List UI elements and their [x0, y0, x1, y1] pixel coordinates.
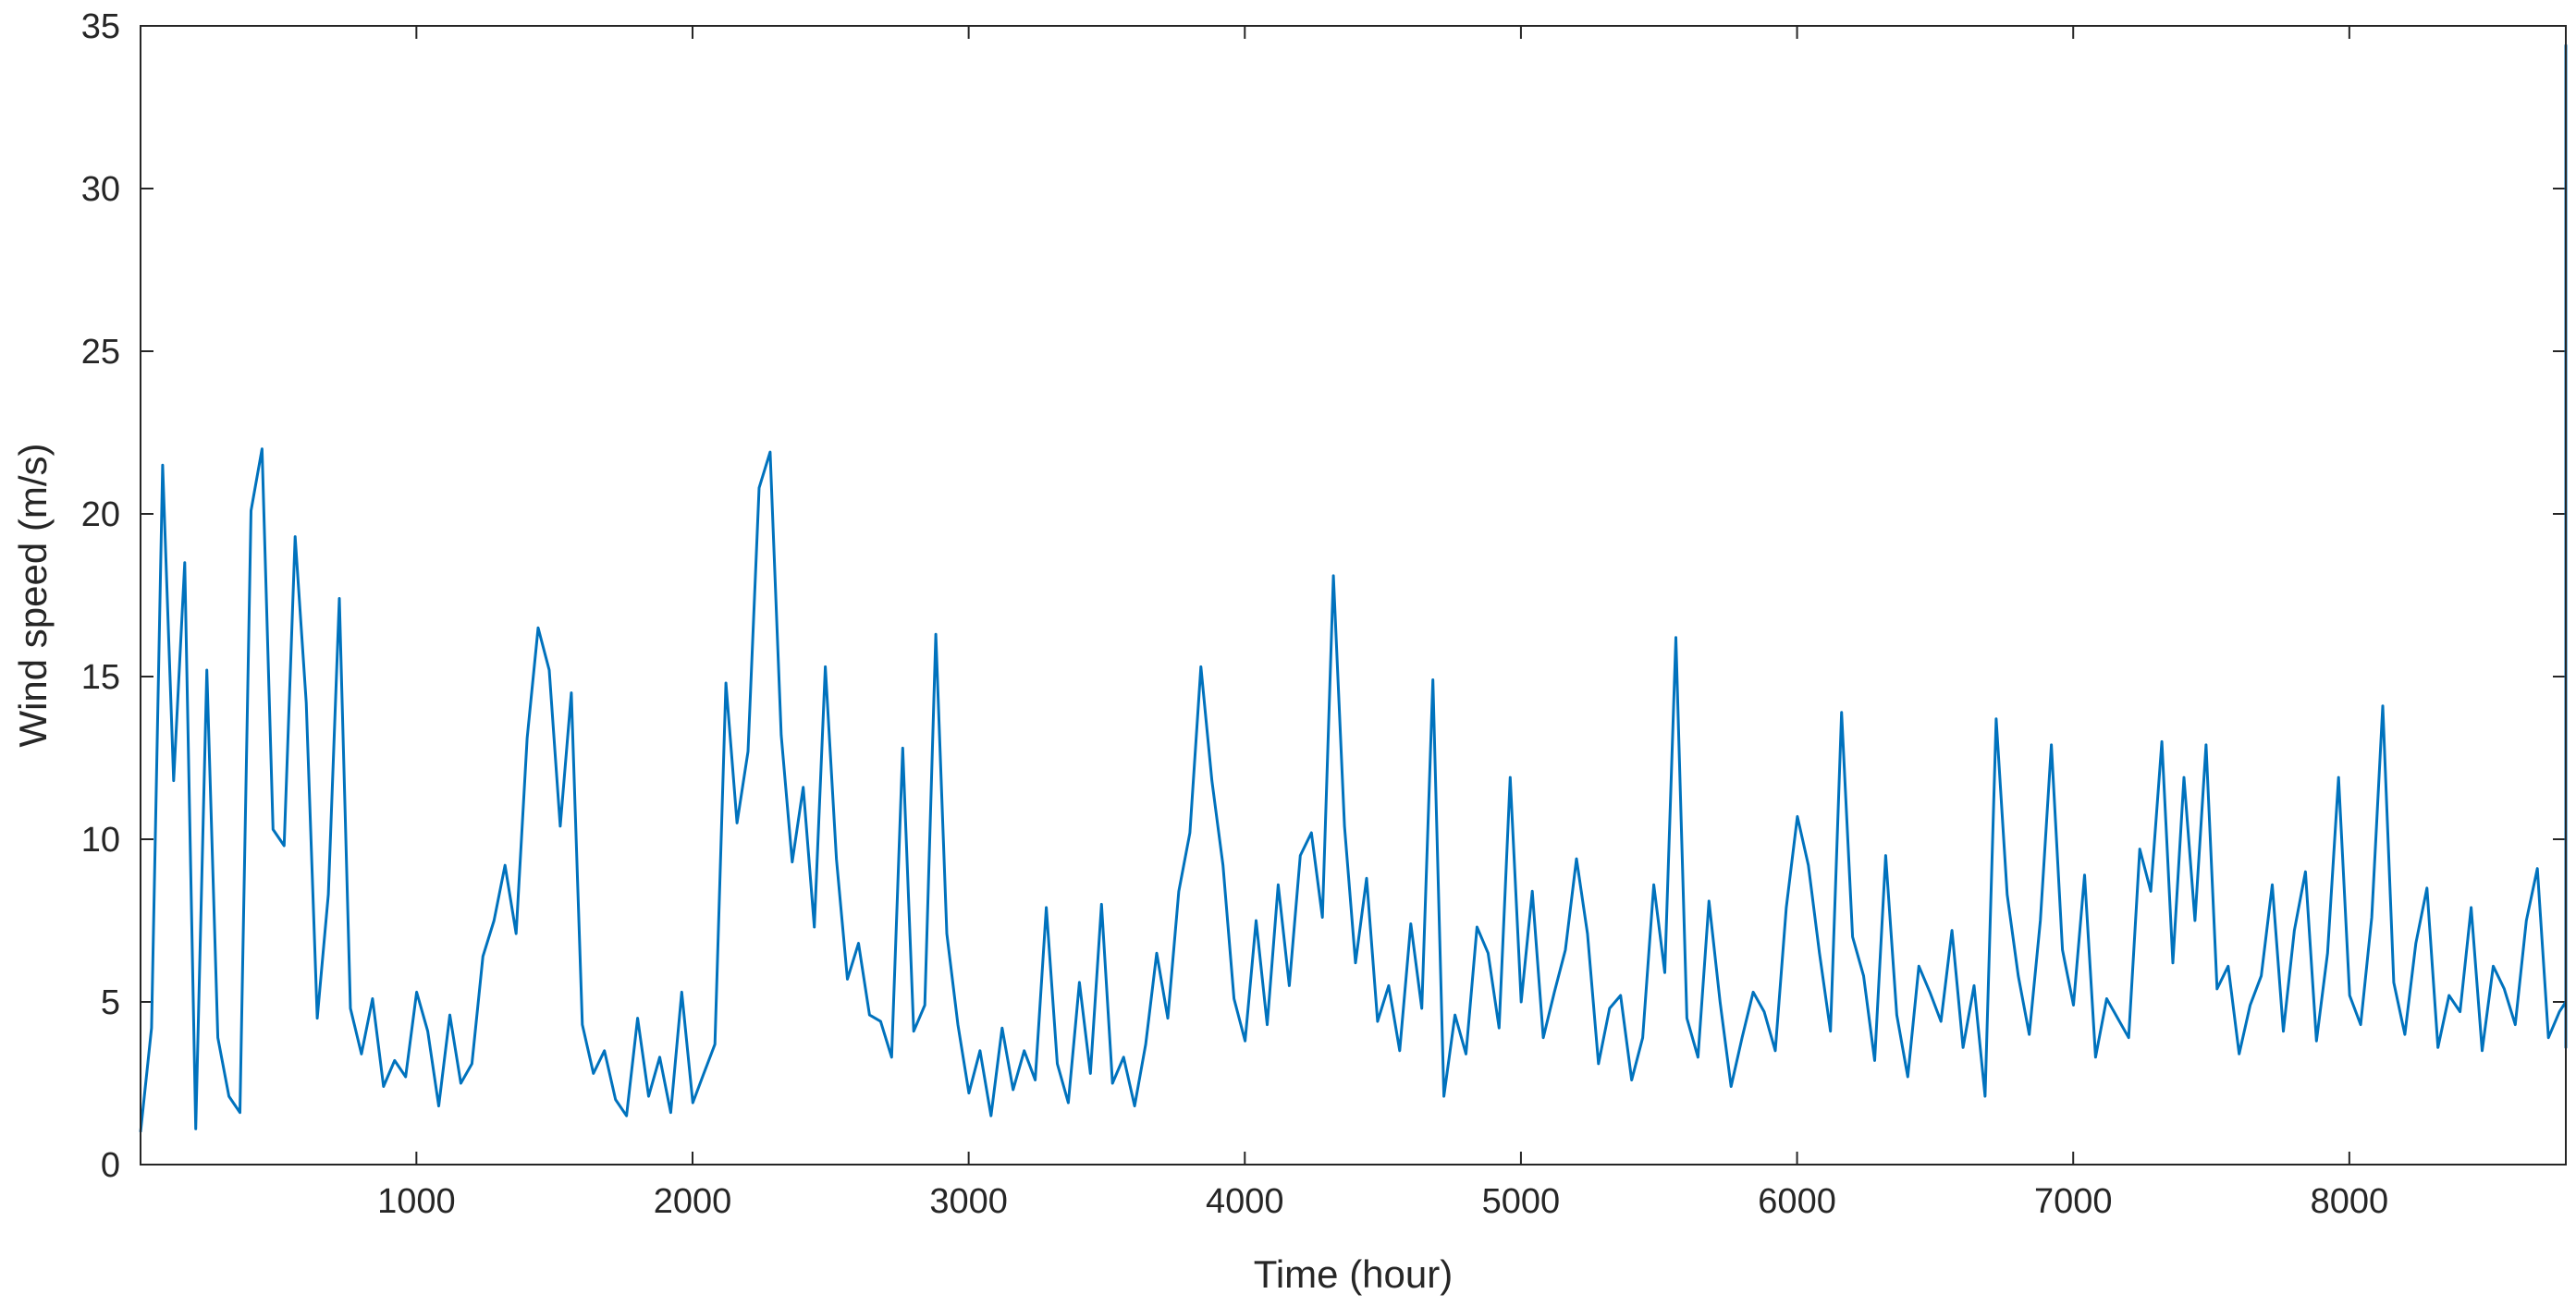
y-tick-label: 25 — [81, 333, 120, 372]
x-tick-label: 8000 — [2311, 1182, 2389, 1221]
x-tick-label: 5000 — [1482, 1182, 1561, 1221]
x-tick-label: 4000 — [1206, 1182, 1284, 1221]
y-tick-label: 20 — [81, 495, 120, 534]
y-tick-label: 10 — [81, 821, 120, 860]
x-axis-label: Time (hour) — [1254, 1252, 1453, 1296]
x-tick-label: 1000 — [377, 1182, 456, 1221]
y-tick-label: 15 — [81, 658, 120, 697]
y-axis-label: Wind speed (m/s) — [11, 443, 55, 747]
y-tick-label: 35 — [81, 7, 120, 46]
axes-box — [140, 25, 2567, 1166]
x-tick-label: 2000 — [654, 1182, 732, 1221]
x-tick-labels: 1000 2000 3000 4000 5000 6000 7000 8000 — [377, 1182, 2388, 1221]
x-tick-label: 6000 — [1758, 1182, 1836, 1221]
series-line-wind-speed — [139, 43, 2568, 1132]
x-tick-label: 3000 — [929, 1182, 1008, 1221]
y-tick-label: 5 — [101, 983, 120, 1022]
axis-ticks — [141, 25, 2566, 1166]
x-tick-label: 7000 — [2034, 1182, 2113, 1221]
y-tick-label: 0 — [101, 1146, 120, 1185]
y-tick-labels: 0 5 10 15 20 25 30 35 — [81, 7, 120, 1185]
y-tick-label: 30 — [81, 170, 120, 209]
